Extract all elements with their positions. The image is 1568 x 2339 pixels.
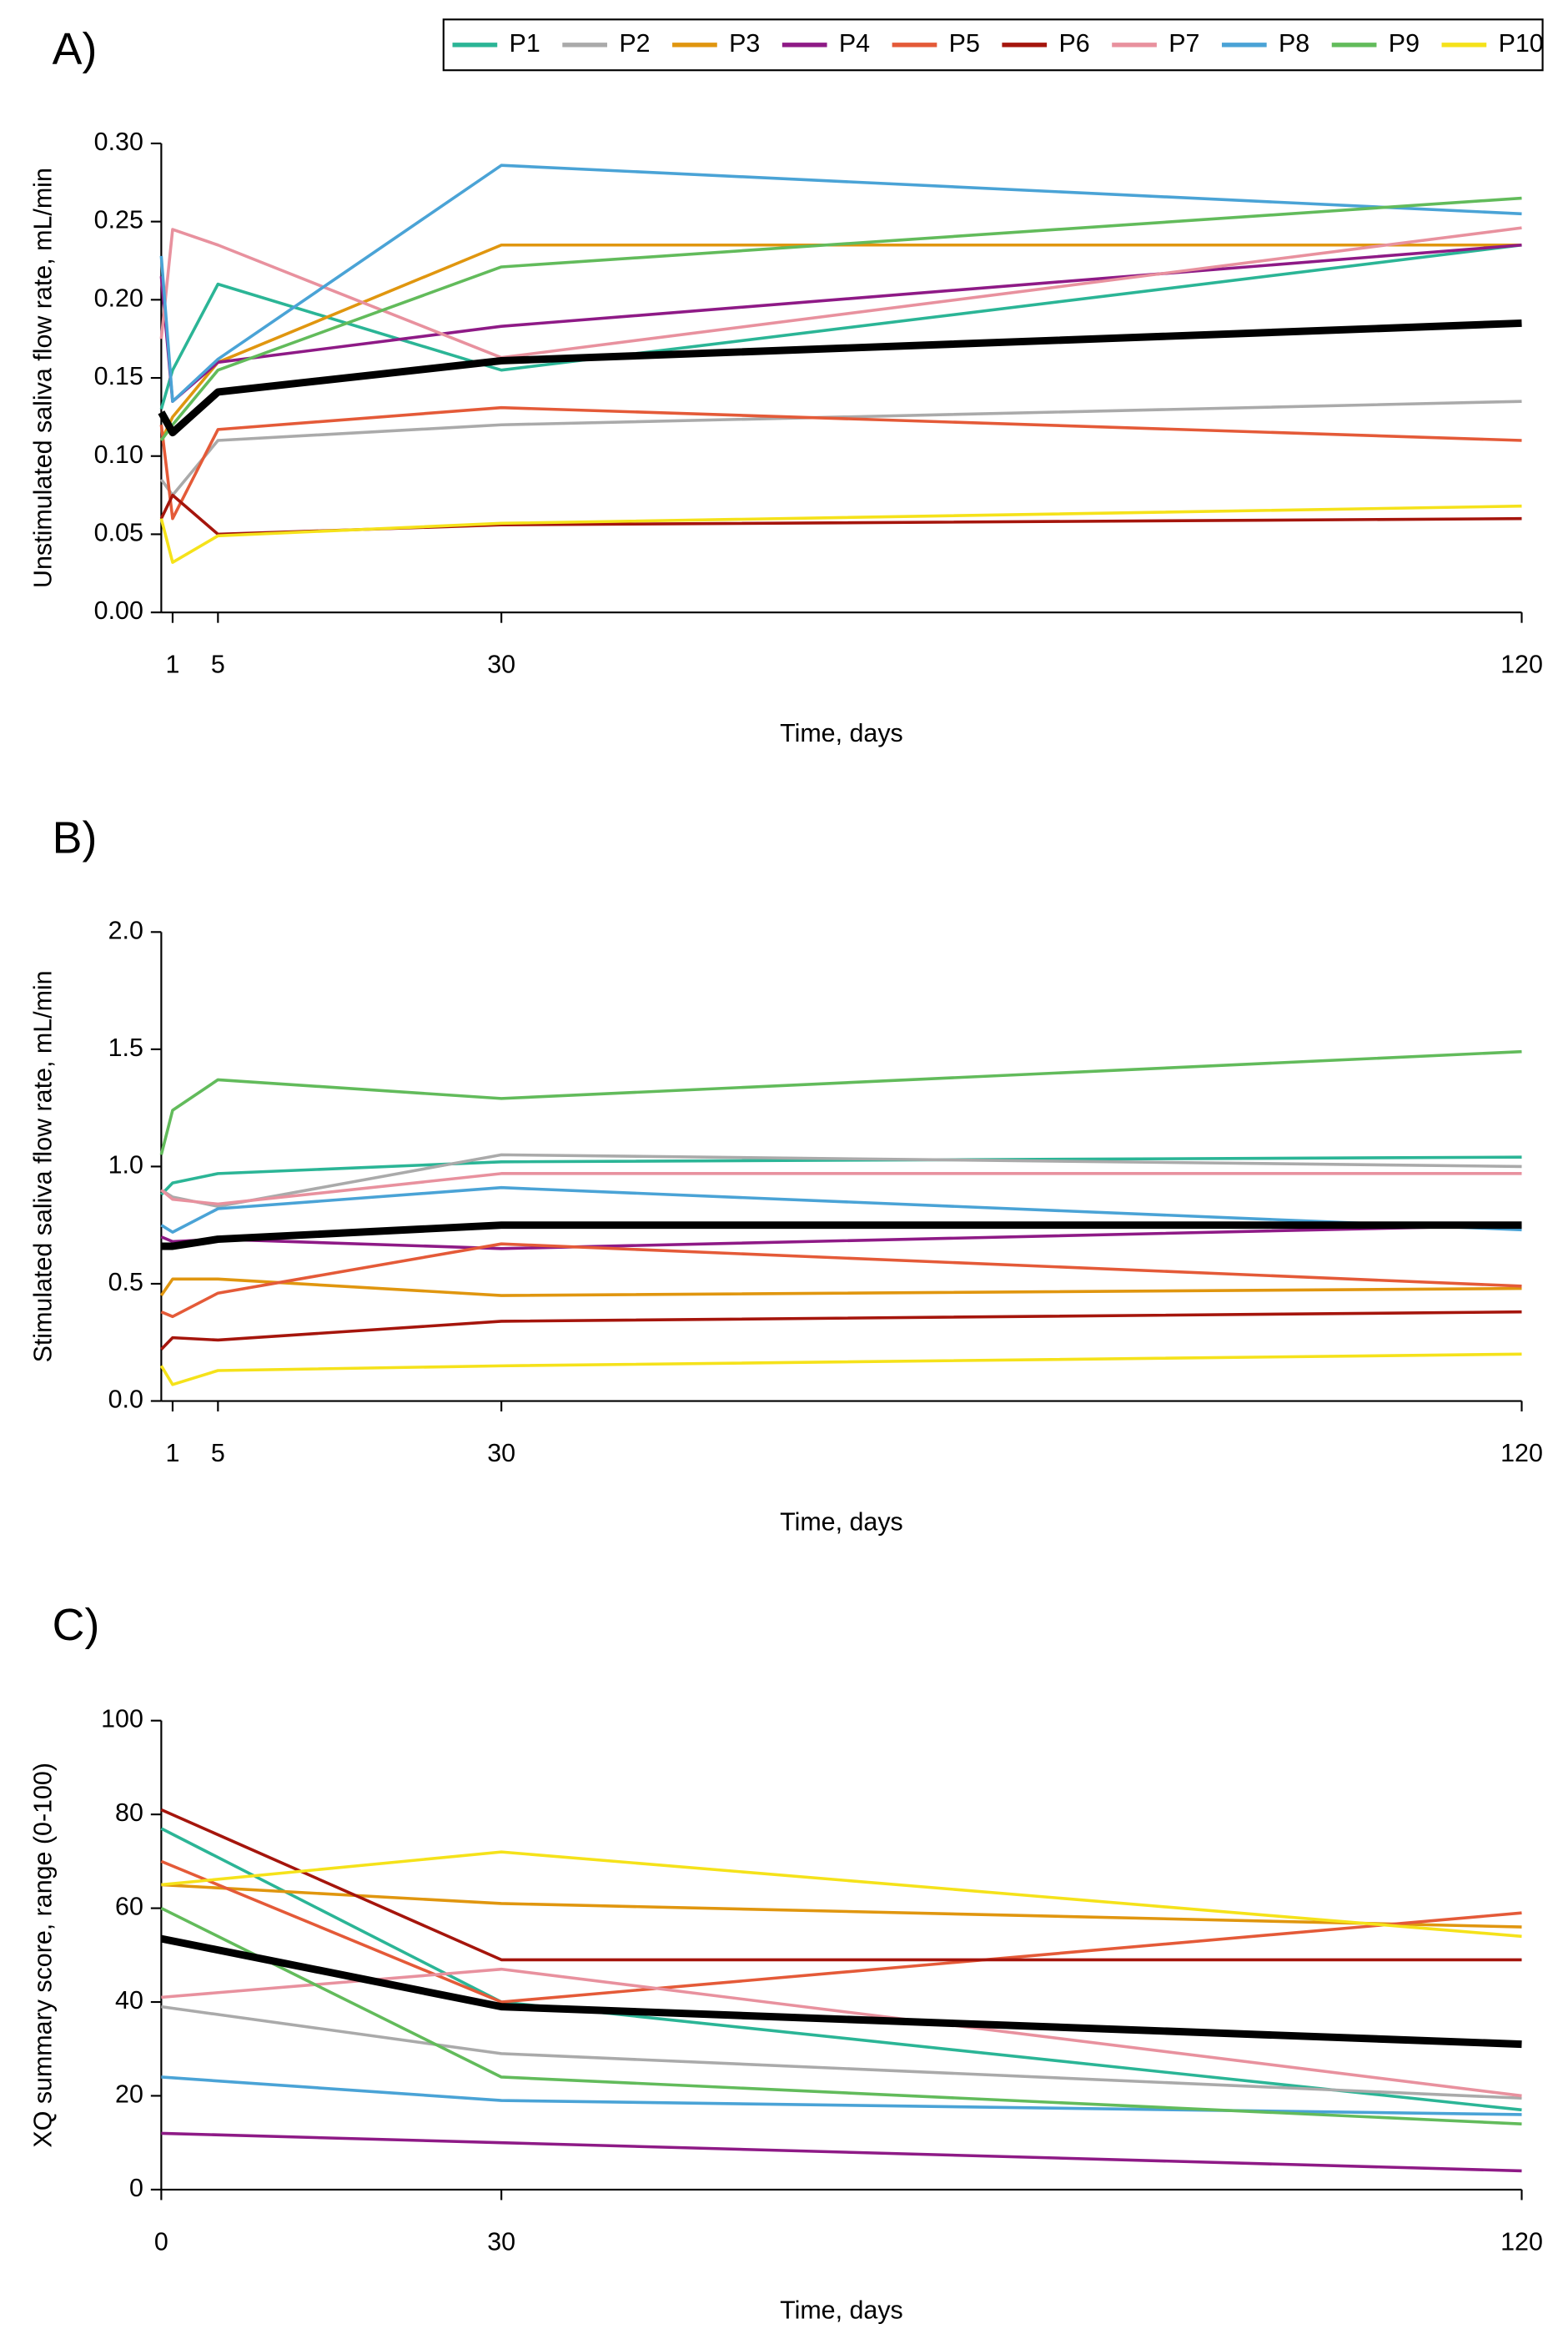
x-tick-label: 1 [166, 651, 180, 679]
y-tick-label: 0.20 [94, 284, 143, 312]
series-line [160, 1185, 1522, 1234]
legend-label: P1 [510, 29, 540, 58]
x-tick-label: 1 [166, 1439, 180, 1467]
x-tick-label: 120 [1500, 2227, 1543, 2256]
x-tick-label: 30 [487, 651, 515, 679]
y-axis-label: Unstimulated saliva flow rate, mL/min [29, 168, 58, 588]
series-line [161, 2131, 1522, 2173]
series-line [159, 163, 1522, 403]
series-line [159, 1352, 1522, 1386]
y-tick-label: 20 [115, 2080, 143, 2108]
y-tick-label: 80 [115, 1798, 143, 1827]
x-tick-label: 5 [211, 1439, 225, 1467]
y-tick-label: 0.00 [94, 596, 143, 625]
y-tick-label: 0 [129, 2174, 143, 2202]
series-line [161, 1967, 1522, 2098]
panel-label: A) [53, 24, 98, 74]
panel-label: C) [53, 1600, 100, 1650]
y-tick-label: 0.30 [94, 128, 143, 156]
legend-label: P9 [1389, 29, 1420, 58]
y-tick-label: 1.0 [108, 1150, 143, 1179]
legend-box [442, 18, 1544, 72]
series-line [160, 1859, 1522, 2004]
series-line [159, 405, 1522, 521]
x-tick-label: 5 [211, 651, 225, 679]
y-tick-label: 40 [115, 1986, 143, 2015]
series-line [159, 493, 1522, 536]
legend-label: P10 [1499, 29, 1544, 58]
series-line [161, 1883, 1522, 1929]
series-line [159, 1277, 1522, 1297]
legend-label: P5 [949, 29, 980, 58]
series-line [158, 319, 1522, 437]
legend-label: P7 [1168, 29, 1199, 58]
series-line [161, 2075, 1522, 2116]
x-tick-label: 30 [487, 2227, 515, 2256]
y-tick-label: 60 [115, 1893, 143, 1921]
y-tick-label: 0.5 [108, 1268, 143, 1296]
legend-label: P2 [619, 29, 650, 58]
y-tick-label: 0.10 [94, 440, 143, 469]
series-line [160, 1155, 1522, 1196]
y-tick-label: 1.5 [108, 1034, 143, 1062]
x-tick-label: 120 [1500, 1439, 1543, 1467]
panel-label: B) [53, 812, 98, 863]
series-line [159, 226, 1522, 360]
series-line [159, 400, 1522, 497]
series-line [159, 504, 1522, 564]
series-line [160, 1934, 1522, 2049]
y-tick-label: 100 [101, 1705, 143, 1733]
legend-label: P4 [839, 29, 870, 58]
x-tick-label: 120 [1500, 651, 1543, 679]
series-line [160, 1808, 1522, 1962]
series-line [160, 1310, 1522, 1351]
y-tick-label: 0.05 [94, 518, 143, 546]
x-axis-label: Time, days [780, 1507, 903, 1536]
legend-label: P3 [729, 29, 760, 58]
series-line [160, 1172, 1522, 1206]
series-line [161, 1850, 1522, 1939]
y-tick-label: 0.15 [94, 362, 143, 390]
series-line [159, 196, 1522, 442]
legend-label: P6 [1058, 29, 1089, 58]
x-axis-label: Time, days [780, 719, 903, 747]
legend-label: P8 [1279, 29, 1309, 58]
series-line [161, 2004, 1522, 2100]
x-axis-label: Time, days [780, 2296, 903, 2325]
y-tick-label: 0.0 [108, 1386, 143, 1414]
series-line [159, 243, 1522, 410]
x-tick-label: 0 [154, 2227, 168, 2256]
y-tick-label: 2.0 [108, 916, 143, 944]
series-line [160, 1242, 1522, 1319]
x-tick-label: 30 [487, 1439, 515, 1467]
y-axis-label: Stimulated saliva flow rate, mL/min [29, 970, 58, 1362]
y-tick-label: 0.25 [94, 206, 143, 234]
series-line [161, 1221, 1522, 1250]
series-line [159, 1049, 1522, 1155]
y-axis-label: XQ summary score, range (0-100) [29, 1763, 58, 2148]
